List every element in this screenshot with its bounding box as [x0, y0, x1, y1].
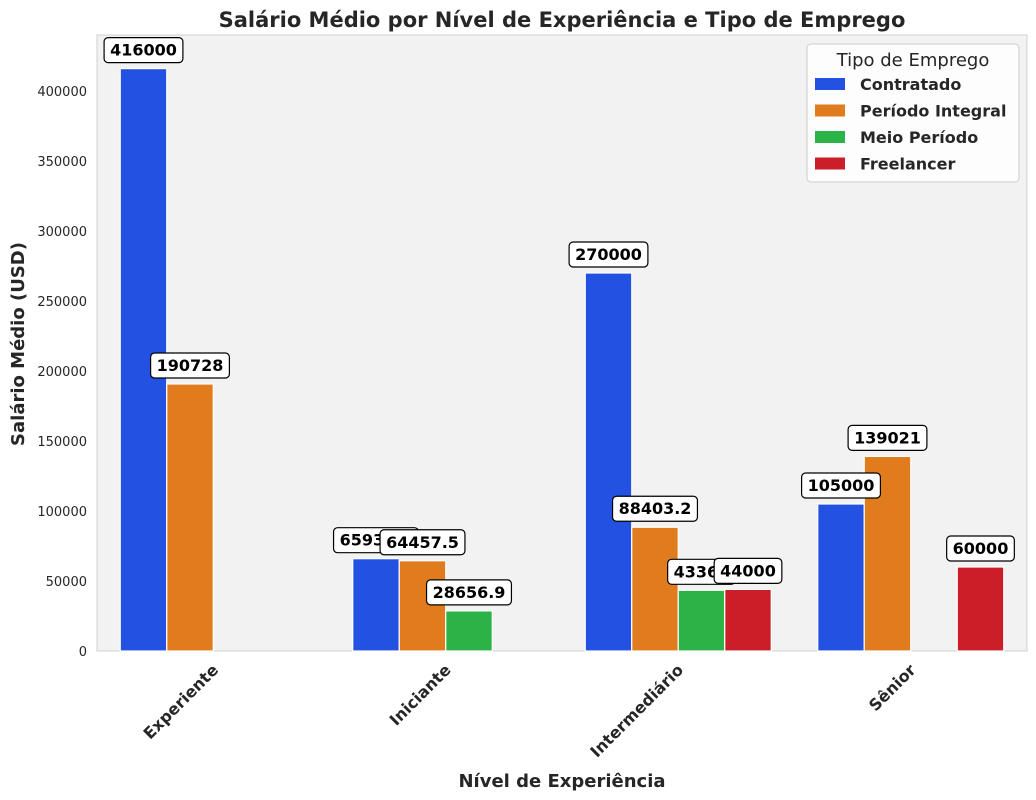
data-label: 190728 [150, 352, 230, 379]
x-tick-label: Intermediário [586, 660, 687, 761]
y-tick-label: 0 [79, 645, 87, 660]
x-axis-ticks: Experiente Iniciante Intermediário Sênior [140, 660, 920, 761]
x-tick-label: Iniciante [386, 660, 455, 729]
bar-contratado-iniciante [352, 558, 400, 652]
data-label: 88403.2 [611, 495, 699, 522]
data-label: 60000 [946, 535, 1015, 562]
legend-swatch-freelancer [815, 157, 845, 170]
bar-meio-periodo-intermediario [677, 589, 726, 652]
legend-swatch-periodo-integral [815, 104, 845, 117]
bar-periodo-integral-intermediario [631, 526, 679, 652]
bar-contratado-intermediario [584, 272, 633, 652]
y-tick-label: 150000 [37, 435, 87, 450]
y-tick-label: 300000 [37, 225, 87, 240]
data-label-text: 270000 [575, 245, 642, 264]
data-label-box [847, 424, 928, 451]
data-label-box [713, 557, 783, 585]
data-label-text: 28656.9 [433, 583, 506, 602]
data-label-box [103, 36, 184, 64]
bar-periodo-integral-experiente [166, 383, 214, 652]
data-label-text: 190728 [157, 356, 224, 375]
data-label-text: 416000 [110, 41, 177, 60]
legend-box [806, 43, 1020, 183]
chart-title: Salário Médio por Nível de Experiência e… [219, 8, 906, 32]
y-tick-label: 350000 [37, 155, 87, 170]
data-label-text: 64457.5 [386, 533, 459, 552]
data-label-text: 88403.2 [619, 499, 692, 518]
data-label-box [946, 535, 1015, 562]
data-label-box [568, 241, 649, 268]
data-label-text: 139021 [854, 428, 921, 447]
x-tick-label: Experiente [140, 660, 223, 743]
bar-freelancer-senior [956, 566, 1005, 652]
data-label-box [425, 579, 513, 606]
data-label-box [379, 529, 466, 556]
data-label: 270000 [568, 241, 649, 268]
y-axis-label: Salário Médio (USD) [8, 242, 29, 446]
bar-contratado-senior [817, 503, 865, 652]
data-label: 139021 [847, 424, 928, 451]
data-labels-layer: 41600019072865937.564457.528656.92700008… [103, 36, 1015, 606]
data-label: 28656.9 [425, 579, 513, 606]
data-label: 105000 [801, 472, 881, 499]
bars-layer [119, 67, 1005, 652]
y-tick-label: 400000 [37, 85, 87, 100]
legend-label-periodo-integral: Período Integral [860, 102, 1006, 121]
data-label: 416000 [103, 36, 184, 64]
x-tick-label: Sênior [865, 660, 920, 715]
legend-items: Contratado Período Integral Meio Período Fr… [815, 75, 1006, 174]
y-tick-label: 100000 [37, 505, 87, 520]
bar-freelancer-intermediario [724, 588, 772, 652]
legend-label-meio-periodo: Meio Período [860, 128, 978, 147]
data-label-box [801, 472, 881, 499]
bar-periodo-integral-iniciante [398, 560, 447, 652]
data-label: 44000 [713, 557, 783, 585]
data-label-text: 44000 [720, 561, 776, 580]
y-tick-label: 200000 [37, 365, 87, 380]
data-label-box [150, 352, 230, 379]
legend-label-contratado: Contratado [860, 75, 961, 94]
legend-swatch-meio-periodo [815, 131, 845, 143]
data-label: 64457.5 [379, 529, 466, 556]
legend-swatch-contratado [815, 78, 845, 90]
y-tick-label: 250000 [37, 295, 87, 310]
data-label-text: 105000 [808, 476, 875, 495]
data-label-text: 60000 [953, 539, 1009, 558]
legend: Tipo de Emprego Contratado Período Integr… [806, 43, 1020, 183]
legend-title: Tipo de Emprego [836, 50, 990, 71]
data-label-box [611, 495, 699, 522]
y-tick-label: 50000 [46, 575, 87, 590]
y-axis-ticks: 0 50000 100000 150000 200000 250000 300000 3500… [37, 85, 87, 660]
x-axis-label: Nível de Experiência [458, 771, 665, 792]
legend-label-freelancer: Freelancer [860, 155, 956, 174]
bar-meio-periodo-iniciante [445, 610, 493, 652]
